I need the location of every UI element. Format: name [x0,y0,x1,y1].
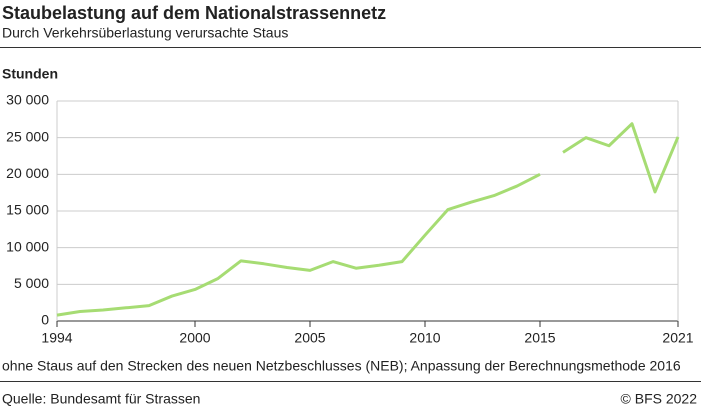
x-tick-label: 1994 [41,330,72,346]
data-line [562,122,680,194]
x-tick-label: 2000 [179,330,210,346]
source: Quelle: Bundesamt für Strassen [2,391,200,407]
x-tick-label: 2010 [409,330,440,346]
y-tick-label: 10 000 [6,238,49,254]
y-tick-label: 20 000 [6,165,49,181]
x-tick-label: 2005 [294,330,325,346]
data-line [56,172,541,317]
copyright: © BFS 2022 [621,391,698,407]
y-tick-label: 15 000 [6,202,49,218]
chart-title: Staubelastung auf dem Nationalstrassenne… [2,3,386,23]
footnote: ohne Staus auf den Strecken des neuen Ne… [2,358,681,374]
y-tick-label: 5 000 [14,275,49,291]
chart-subtitle: Durch Verkehrsüberlastung verursachte St… [2,25,288,41]
y-axis-label: Stunden [2,66,58,82]
y-tick-label: 0 [41,312,49,328]
x-tick-label: 2021 [662,330,693,346]
y-tick-label: 25 000 [6,128,49,144]
y-tick-label: 30 000 [6,92,49,108]
x-tick-label: 2015 [524,330,555,346]
